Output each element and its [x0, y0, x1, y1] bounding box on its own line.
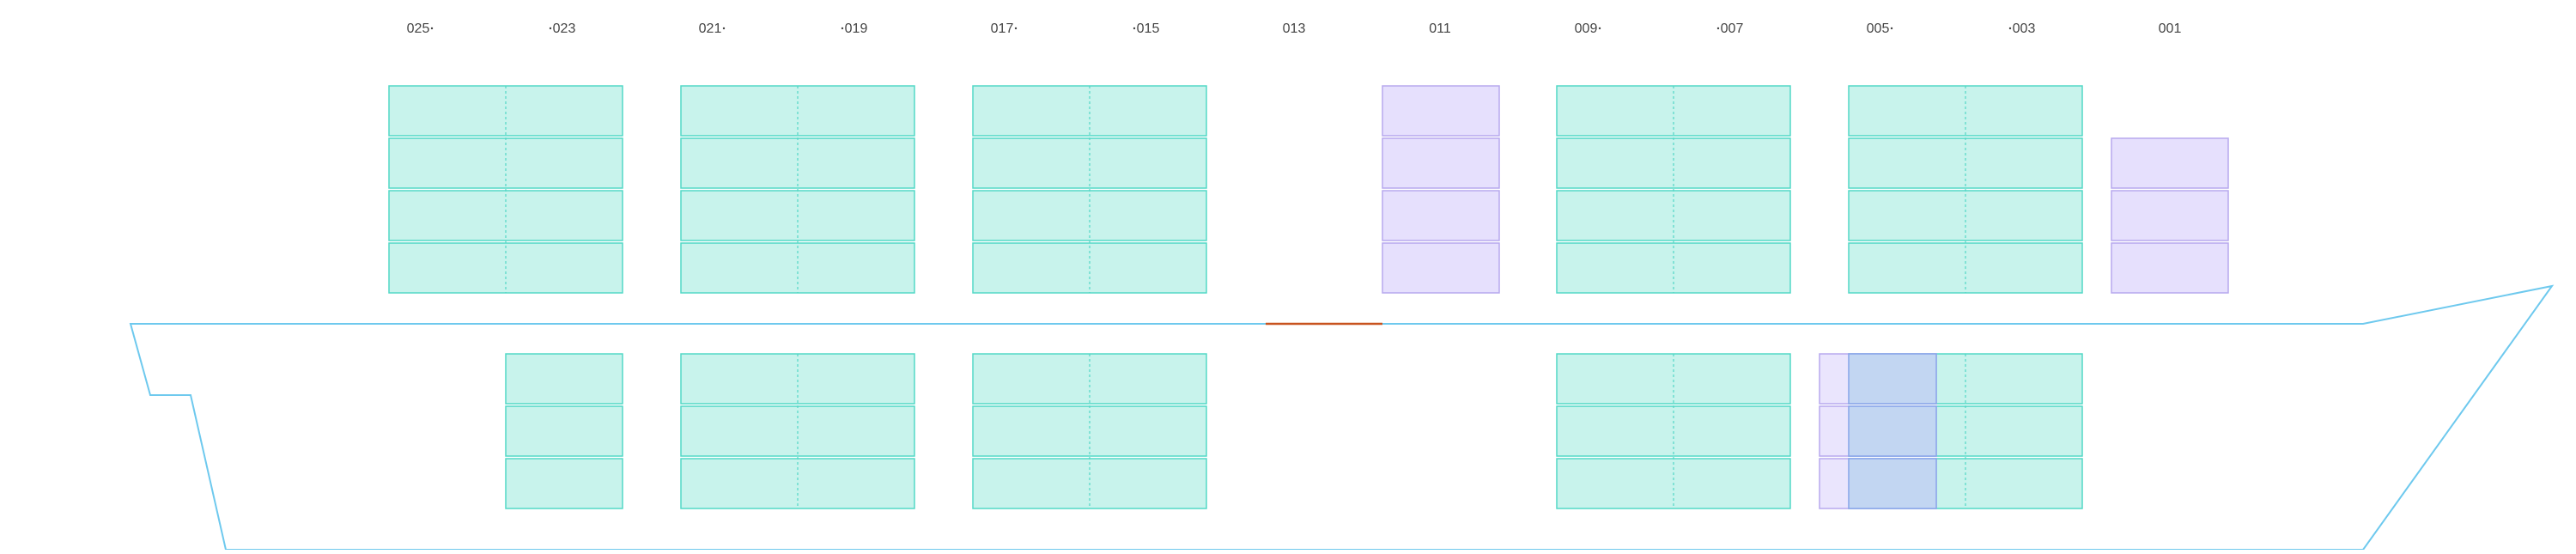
below-deck-stacks — [505, 353, 2083, 509]
container-slot-overlap — [1848, 405, 1937, 457]
container-slot — [505, 353, 623, 405]
stack-deck-009-007 — [1556, 85, 1791, 294]
container-slot — [505, 405, 623, 457]
bay-label-007: 007 — [1721, 21, 1744, 36]
stack-hold-017-015 — [972, 353, 1207, 509]
bay-label-marker — [2008, 27, 2012, 30]
stack-deck-017-015 — [972, 85, 1207, 294]
bay-label-marker — [1133, 27, 1136, 30]
container-slot — [2111, 137, 2229, 189]
stack-deck-021-019 — [680, 85, 915, 294]
stack-deck-001 — [2111, 137, 2229, 294]
container-slot — [2111, 242, 2229, 294]
bay-label-023: 023 — [553, 21, 576, 36]
bay-label-001: 001 — [2159, 21, 2182, 36]
bay-label-marker — [1014, 27, 1018, 30]
stack-deck-025-023 — [388, 85, 623, 294]
stack-hold-023 — [505, 353, 623, 509]
bay-label-019: 019 — [845, 21, 868, 36]
container-slot — [1382, 137, 1500, 189]
bay-label-003: 003 — [2013, 21, 2036, 36]
stack-hold-005-overlap — [1819, 353, 1937, 509]
bay-label-011: 011 — [1429, 21, 1451, 36]
hull-outline — [129, 284, 2555, 551]
bay-label-marker — [722, 27, 726, 30]
container-slot — [1382, 242, 1500, 294]
bay-label-005: 005 — [1867, 21, 1890, 36]
bay-label-015: 015 — [1137, 21, 1160, 36]
bay-label-marker — [1890, 27, 1893, 30]
bay-label-marker — [549, 27, 552, 30]
container-slot-overlap — [1848, 353, 1937, 405]
bay-label-marker — [430, 27, 434, 30]
stack-hold-009-007 — [1556, 353, 1791, 509]
bay-label-021: 021 — [699, 21, 722, 36]
container-slot — [1556, 353, 1791, 405]
above-deck-stacks — [388, 85, 2229, 294]
stack-deck-011 — [1382, 85, 1500, 294]
stack-deck-005-003 — [1848, 85, 2083, 294]
bay-label-marker — [1716, 27, 1720, 30]
bay-label-009: 009 — [1575, 21, 1598, 36]
stack-hold-021-019 — [680, 353, 915, 509]
bay-labels: 025 023 021 019 017 015 013 011 009 007 005 003 001 — [407, 21, 2182, 36]
bay-label-013: 013 — [1283, 21, 1306, 36]
container-slot — [1382, 85, 1500, 137]
bay-label-017: 017 — [991, 21, 1014, 36]
container-slot — [2111, 190, 2229, 241]
container-slot — [1382, 190, 1500, 241]
container-slot — [505, 458, 623, 509]
bay-label-marker — [1598, 27, 1601, 30]
bay-label-marker — [841, 27, 844, 30]
container-slot — [388, 85, 623, 137]
ship-hull — [129, 284, 2555, 551]
bay-label-025: 025 — [407, 21, 430, 36]
container-slot-overlap — [1848, 458, 1937, 509]
